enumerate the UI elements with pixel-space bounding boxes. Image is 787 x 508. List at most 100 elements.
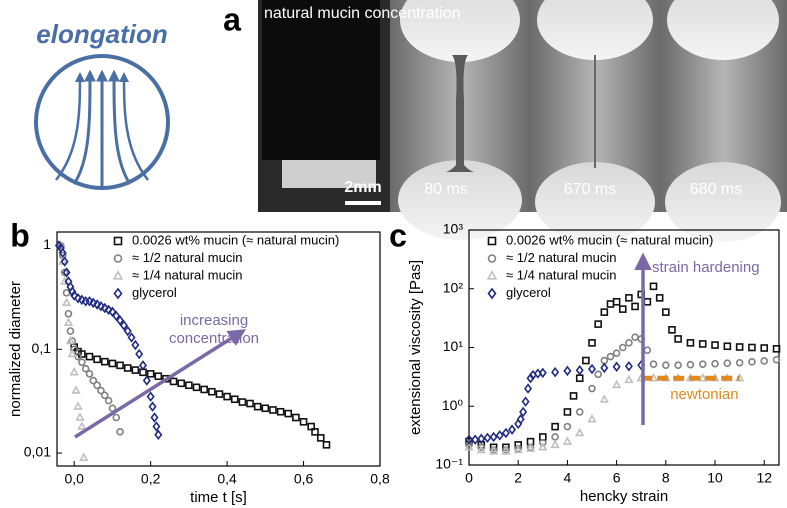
- marker: [104, 396, 113, 405]
- marker: [612, 349, 621, 357]
- marker: [261, 404, 270, 413]
- marker: [760, 357, 769, 365]
- marker: [152, 421, 161, 432]
- photo-title: natural mucin concentration: [264, 5, 461, 22]
- marker: [104, 304, 113, 316]
- marker: [582, 356, 590, 365]
- legend-label: glycerol: [506, 285, 551, 300]
- marker: [575, 374, 584, 383]
- marker: [200, 385, 208, 394]
- marker: [600, 362, 609, 374]
- marker: [69, 367, 79, 376]
- marker: [464, 434, 474, 445]
- marker: [495, 430, 504, 441]
- marker: [93, 381, 101, 390]
- marker: [631, 333, 639, 341]
- marker: [674, 335, 682, 343]
- photo-strip: [258, 0, 787, 242]
- marker: [612, 297, 621, 306]
- y-tick-label: 0,01: [24, 444, 51, 460]
- marker: [89, 297, 98, 309]
- marker: [127, 332, 136, 343]
- marker: [562, 436, 573, 445]
- marker: [748, 343, 756, 352]
- legend-marker: [113, 236, 123, 246]
- marker: [148, 401, 157, 412]
- marker: [625, 294, 633, 302]
- marker: [100, 302, 109, 314]
- marker: [748, 358, 756, 366]
- marker: [253, 402, 262, 411]
- frame-time: 680 ms: [690, 181, 742, 198]
- marker: [649, 360, 658, 368]
- marker: [587, 414, 597, 423]
- marker: [655, 294, 664, 302]
- marker: [276, 407, 285, 416]
- y-axis-label: extensional viscosity [Pas]: [407, 260, 424, 435]
- marker: [588, 384, 596, 393]
- marker: [64, 309, 73, 318]
- marker: [643, 346, 652, 354]
- x-tick-label: 8: [662, 470, 670, 486]
- y-tick-label: 10³: [443, 221, 464, 237]
- marker: [192, 383, 201, 392]
- legend-marker: [486, 270, 498, 280]
- marker: [575, 427, 585, 437]
- marker: [631, 302, 639, 311]
- marker: [58, 247, 67, 259]
- marker: [525, 443, 536, 452]
- marker: [588, 339, 596, 347]
- legend-marker: [112, 270, 124, 280]
- marker: [599, 394, 609, 403]
- marker: [81, 364, 90, 373]
- marker: [142, 375, 151, 386]
- x-tick-label: 0,8: [370, 471, 390, 487]
- marker: [215, 390, 224, 398]
- panel-label: c: [389, 217, 407, 253]
- frame-time: 670 ms: [564, 181, 616, 198]
- legend-marker: [487, 254, 497, 263]
- marker: [471, 434, 480, 445]
- marker: [60, 268, 69, 277]
- marker: [594, 320, 602, 328]
- frame-time: 80 ms: [424, 181, 468, 198]
- marker: [625, 339, 633, 347]
- marker: [698, 340, 707, 348]
- marker: [62, 289, 71, 297]
- x-tick-label: 0,0: [64, 471, 84, 487]
- legend-label: ≈ 1/4 natural mucin: [132, 267, 242, 282]
- marker: [551, 422, 559, 431]
- marker: [150, 412, 159, 423]
- marker: [711, 359, 719, 368]
- marker: [521, 396, 530, 407]
- marker: [674, 361, 682, 369]
- marker: [96, 301, 105, 312]
- y-axis-label: normalized diameter: [7, 281, 24, 417]
- marker: [68, 286, 77, 297]
- marker: [502, 443, 510, 452]
- marker: [70, 290, 79, 301]
- marker: [119, 320, 128, 331]
- marker: [71, 385, 81, 394]
- marker: [93, 355, 101, 364]
- marker: [138, 360, 148, 371]
- marker: [154, 429, 163, 440]
- marker: [78, 358, 86, 367]
- marker: [112, 413, 121, 422]
- marker: [246, 399, 254, 408]
- marker: [519, 406, 528, 418]
- marker: [108, 404, 117, 413]
- marker: [698, 372, 708, 382]
- marker: [723, 342, 732, 351]
- marker: [238, 398, 247, 406]
- marker: [123, 364, 132, 372]
- marker: [649, 282, 658, 291]
- marker: [284, 409, 293, 418]
- marker: [516, 414, 525, 425]
- annotation-arrow: [74, 329, 246, 439]
- marker: [550, 439, 560, 449]
- marker: [513, 444, 523, 454]
- marker: [208, 387, 216, 396]
- marker: [551, 366, 560, 378]
- marker: [63, 317, 74, 326]
